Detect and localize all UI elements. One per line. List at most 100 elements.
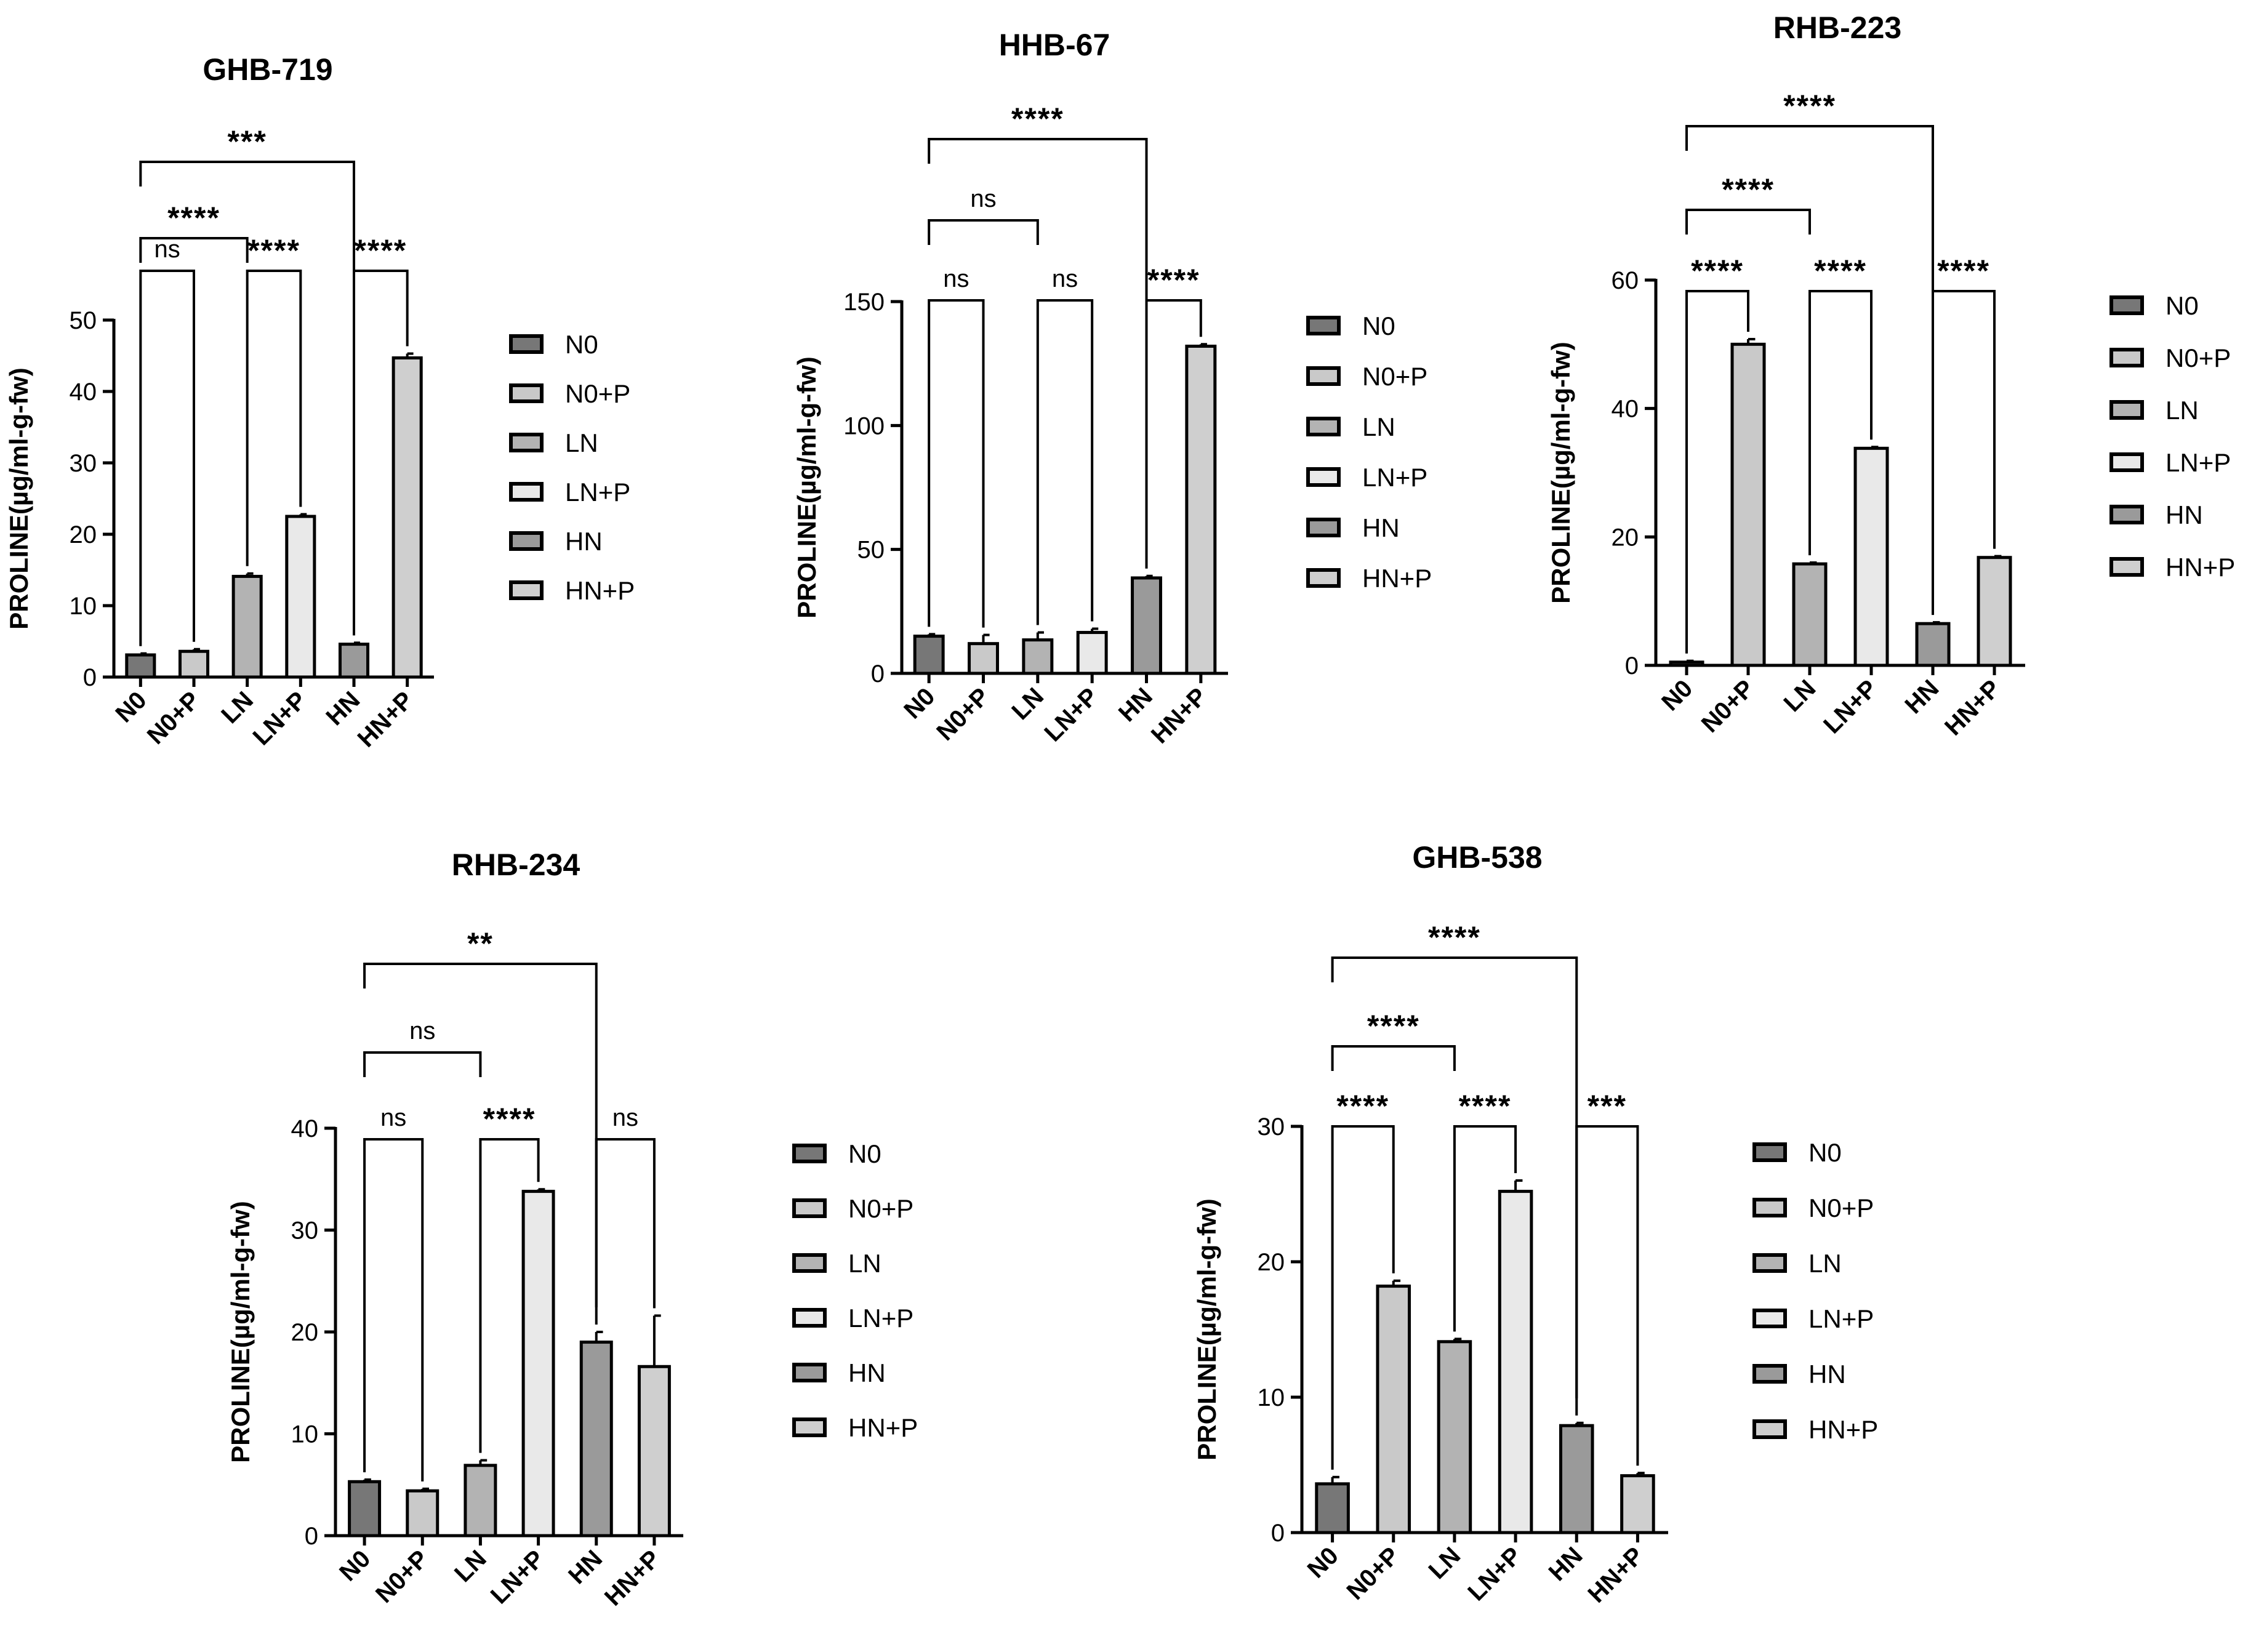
legend-swatch xyxy=(511,385,542,401)
significance-bracket xyxy=(364,1139,422,1482)
legend-swatch xyxy=(1754,1200,1785,1216)
legend-swatch xyxy=(1754,1366,1785,1382)
y-tick-label: 150 xyxy=(843,289,885,316)
y-axis-label: PROLINE(µg/ml-g-fw) xyxy=(1192,1198,1221,1460)
y-tick-label: 20 xyxy=(1612,524,1639,551)
y-tick-label: 60 xyxy=(1612,267,1639,294)
x-tick-label: LN xyxy=(1006,683,1049,725)
significance-label: ns xyxy=(380,1104,406,1131)
x-tick-label: HN xyxy=(563,1545,608,1589)
significance-label: **** xyxy=(1722,172,1775,207)
y-tick-label: 20 xyxy=(291,1319,319,1346)
bar-n0-plus-p xyxy=(1378,1286,1410,1533)
legend-label: N0+P xyxy=(848,1194,913,1223)
significance-label: ns xyxy=(943,265,969,292)
x-tick-label: N0+P xyxy=(142,686,206,750)
legend-label: N0 xyxy=(2166,291,2199,320)
y-tick-label: 30 xyxy=(1258,1113,1285,1141)
legend-swatch xyxy=(794,1200,825,1216)
y-axis-label: PROLINE(µg/ml-g-fw) xyxy=(1546,342,1575,603)
x-tick-label: LN+P xyxy=(247,686,311,750)
bar-hn-plus-p xyxy=(393,358,421,677)
legend-swatch xyxy=(1308,419,1339,435)
legend-label: HN+P xyxy=(565,576,635,605)
legend-swatch xyxy=(794,1419,825,1435)
x-tick-label: HN+P xyxy=(353,686,419,752)
legend-swatch xyxy=(1308,368,1339,384)
legend-swatch xyxy=(794,1310,825,1326)
legend-swatch xyxy=(1308,318,1339,334)
bar-n0-plus-p xyxy=(1732,344,1764,665)
legend-label: N0+P xyxy=(1362,362,1427,391)
bar-hn xyxy=(1917,624,1949,665)
x-tick-label: N0 xyxy=(334,1545,375,1586)
bar-ln xyxy=(1024,640,1052,673)
x-tick-label: HN xyxy=(1544,1542,1588,1586)
legend-label: LN+P xyxy=(1808,1304,1874,1333)
x-tick-label: N0 xyxy=(899,683,940,724)
chart-title: GHB-538 xyxy=(1412,840,1542,875)
bar-n0 xyxy=(127,655,155,677)
bar-hn-plus-p xyxy=(1622,1476,1654,1533)
x-tick-label: LN xyxy=(216,686,259,729)
significance-label: **** xyxy=(1147,263,1200,297)
legend-swatch xyxy=(2111,454,2142,470)
legend-swatch xyxy=(511,484,542,500)
significance-label: ns xyxy=(409,1017,435,1045)
legend-swatch xyxy=(794,1365,825,1381)
legend-label: N0 xyxy=(565,330,598,359)
significance-label: **** xyxy=(1783,89,1836,123)
significance-label: **** xyxy=(1428,920,1481,955)
legend-swatch xyxy=(2111,507,2142,523)
significance-bracket xyxy=(140,271,194,646)
y-tick-label: 0 xyxy=(83,664,97,691)
legend-swatch xyxy=(1308,570,1339,586)
y-axis-label: PROLINE(µg/ml-g-fw) xyxy=(792,356,821,618)
legend-label: N0+P xyxy=(565,379,630,408)
chart-panel-ghb-719: GHB-719PROLINE(µg/ml-g-fw)01020304050N0N… xyxy=(4,52,635,753)
legend-label: LN xyxy=(1362,412,1395,441)
chart-title: RHB-234 xyxy=(452,848,580,882)
legend-label: HN+P xyxy=(848,1413,918,1442)
significance-label: *** xyxy=(227,124,267,159)
significance-label: **** xyxy=(354,233,407,268)
legend-label: LN+P xyxy=(1362,463,1427,492)
significance-bracket xyxy=(929,300,983,628)
legend-swatch xyxy=(794,1255,825,1271)
y-axis-label: PROLINE(µg/ml-g-fw) xyxy=(4,367,33,629)
significance-label: ns xyxy=(1052,265,1078,292)
chart-panel-hhb-67: HHB-67PROLINE(µg/ml-g-fw)050100150N0N0+P… xyxy=(792,28,1432,749)
legend-swatch xyxy=(794,1145,825,1161)
bar-ln xyxy=(233,576,261,677)
y-tick-label: 0 xyxy=(1271,1520,1285,1547)
x-tick-label: LN+P xyxy=(1039,683,1103,747)
legend-label: HN xyxy=(565,527,603,556)
y-tick-label: 40 xyxy=(70,379,97,406)
legend-label: HN xyxy=(1362,513,1400,542)
bar-hn xyxy=(1560,1425,1592,1533)
y-tick-label: 0 xyxy=(305,1523,318,1550)
bar-hn-plus-p xyxy=(1187,346,1215,673)
bar-ln-plus-p xyxy=(1499,1192,1531,1533)
y-tick-label: 10 xyxy=(1258,1384,1285,1411)
legend-label: N0+P xyxy=(2166,343,2231,372)
bar-n0 xyxy=(1671,662,1703,665)
significance-label: ns xyxy=(970,185,996,212)
x-tick-label: HN+P xyxy=(1940,675,2005,740)
x-tick-label: LN+P xyxy=(486,1545,550,1609)
significance-bracket xyxy=(1576,1126,1637,1466)
y-tick-label: 0 xyxy=(1625,652,1639,680)
x-tick-label: LN+P xyxy=(1818,675,1882,739)
bar-n0 xyxy=(915,636,943,673)
significance-bracket xyxy=(1038,300,1092,625)
chart-panel-ghb-538: GHB-538PROLINE(µg/ml-g-fw)0102030N0N0+P L… xyxy=(1192,840,1878,1608)
legend-label: HN+P xyxy=(2166,553,2235,582)
legend-swatch xyxy=(511,533,542,549)
y-axis-label: PROLINE(µg/ml-g-fw) xyxy=(226,1201,255,1462)
y-tick-label: 0 xyxy=(871,660,885,688)
legend-swatch xyxy=(511,336,542,352)
x-tick-label: HN+P xyxy=(1583,1542,1648,1608)
legend-label: HN+P xyxy=(1362,564,1432,593)
y-tick-label: 20 xyxy=(70,521,97,548)
significance-label: **** xyxy=(167,201,220,235)
